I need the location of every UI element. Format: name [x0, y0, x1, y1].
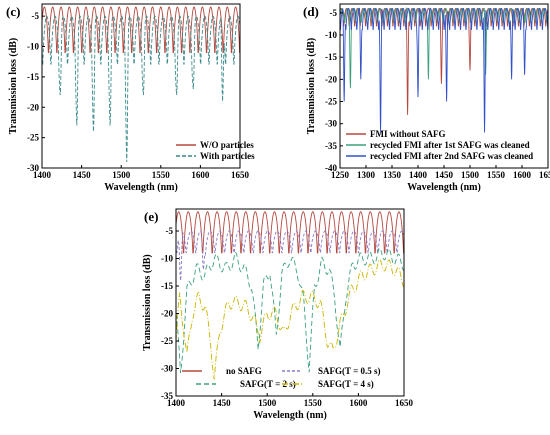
panel-d-ytick-label-3: -20	[325, 74, 337, 84]
panel-e-ytick-label-0: -5	[166, 226, 174, 236]
legend-e-3: SAFG(T = 4 s)	[318, 379, 374, 389]
panel-c-ytick-label-0: -5	[32, 11, 40, 21]
panel-d-ylabel: Transmission loss (dB)	[306, 38, 317, 135]
legend-e-0: no SAFG	[226, 366, 262, 376]
panel-e-series-1-line	[176, 230, 404, 281]
legend-c-0: W/O particles	[200, 140, 254, 150]
panel-d-ytick-label-1: -10	[325, 30, 337, 40]
panel-d-xtick-label-7: 1600	[513, 170, 532, 180]
panel-e-xtick-label-1: 1450	[213, 398, 232, 408]
panel-e-axes-frame	[175, 208, 405, 397]
panel-d-xtick-label-8: 1650	[539, 170, 550, 180]
panel-d-xtick-label-3: 1400	[409, 170, 428, 180]
panel-d-ytick-label-2: -15	[325, 52, 337, 62]
panel-c-ytick-label-2: -15	[27, 72, 39, 82]
panel-d-xtick-label-2: 1350	[383, 170, 402, 180]
panel-e-series-2-line	[176, 247, 404, 374]
panel-c-ytick-label-5: -30	[27, 163, 39, 173]
panel-d-ytick-label-5: -30	[325, 119, 337, 129]
panel-c-xtick-label-2: 1500	[112, 170, 131, 180]
panel-d-series-2-line	[340, 7, 548, 133]
panel-e-series-group	[176, 211, 404, 380]
legend-e-1: SAFG(T = 0.5 s)	[318, 366, 380, 376]
panel-c-xtick-label-1: 1450	[73, 170, 92, 180]
panel-c-ytick-label-4: -25	[27, 133, 39, 143]
panel-c-xtick-label-5: 1650	[231, 170, 250, 180]
panel-e-ytick-label-3: -20	[161, 309, 173, 319]
panel-d-ytick-label-4: -25	[325, 97, 337, 107]
legend-d-1: recycled FMI after 1st SAFG was cleaned	[370, 140, 530, 150]
panel-label-c: (c)	[6, 4, 20, 19]
legend-e-2: SAFG(T = 2 s)	[240, 379, 296, 389]
legend-d-0: FMI without SAFG	[370, 129, 446, 139]
panel-e-xtick-label-2: 1500	[258, 398, 277, 408]
panel-d-series-group	[340, 6, 548, 133]
panel-e-xtick-label-4: 1600	[349, 398, 368, 408]
panel-d-xlabel: Wavelength (nm)	[407, 182, 481, 193]
panel-d-xtick-label-0: 1250	[331, 170, 350, 180]
panel-e-ytick-label-2: -15	[161, 281, 173, 291]
panel-c-xtick-label-3: 1550	[152, 170, 171, 180]
panel-c-axes-frame	[41, 3, 241, 169]
panel-c-ylabel: Transmission loss (dB)	[8, 38, 19, 135]
panel-e-ylabel: Transmission loss (dB)	[142, 254, 153, 351]
panel-d-xtick-label-5: 1500	[461, 170, 480, 180]
panel-e-xlabel: Wavelength (nm)	[253, 410, 327, 421]
panel-c-chart: 1400 1450 1500 1550 1600 1650 -5 -10 -15 -20 -25 -3…	[8, 3, 250, 193]
panel-c-xtick-label-4: 1600	[191, 170, 210, 180]
panel-d-ytick-label-6: -35	[325, 141, 337, 151]
panel-c-ytick-label-1: -10	[27, 42, 39, 52]
panel-c-series-0-line	[42, 6, 240, 54]
panel-e-xtick-label-3: 1550	[304, 398, 323, 408]
panel-label-e: (e)	[144, 209, 158, 224]
panel-d-series-1-line	[340, 7, 548, 89]
panel-label-d: (d)	[303, 4, 319, 19]
panel-d-ytick-label-0: -5	[330, 8, 338, 18]
panel-d-xtick-label-1: 1300	[357, 170, 376, 180]
panel-d-ytick-label-7: -40	[325, 163, 337, 173]
panel-e-xtick-label-0: 1400	[167, 398, 186, 408]
legend-c-1: With particles	[200, 151, 255, 161]
panel-e-chart: 1400 1450 1500 1550 1600 1650 -5 -10 -15 -20 -25 -3…	[142, 208, 414, 421]
panel-c-ytick-label-3: -20	[27, 102, 39, 112]
panel-e-ytick-label-4: -25	[161, 336, 173, 346]
panel-e-ytick-label-6: -35	[161, 391, 173, 401]
panel-c-series-1-line	[42, 15, 240, 162]
panel-e-ytick-label-5: -30	[161, 364, 173, 374]
plots-layer: 1400 1450 1500 1550 1600 1650 -5 -10 -15 -20 -25 -3…	[8, 3, 550, 421]
panel-d-xtick-label-4: 1450	[435, 170, 454, 180]
panel-d-chart: 1250 1300 1350 1400 1450 1500 1550 1600 1650 -5 -1…	[306, 3, 550, 193]
panel-c-series-group	[42, 6, 240, 162]
panel-c-xlabel: Wavelength (nm)	[104, 182, 178, 193]
legend-d-2: recycled FMI after 2nd SAFG was cleaned	[370, 151, 533, 161]
panel-c-xtick-label-0: 1400	[33, 170, 52, 180]
panel-e-ytick-label-1: -10	[161, 254, 173, 264]
panel-d-xtick-label-6: 1550	[487, 170, 506, 180]
panel-e-series-0-line	[176, 211, 404, 254]
panel-e-xtick-label-5: 1650	[395, 398, 414, 408]
panel-e-series-3-line	[176, 258, 404, 380]
